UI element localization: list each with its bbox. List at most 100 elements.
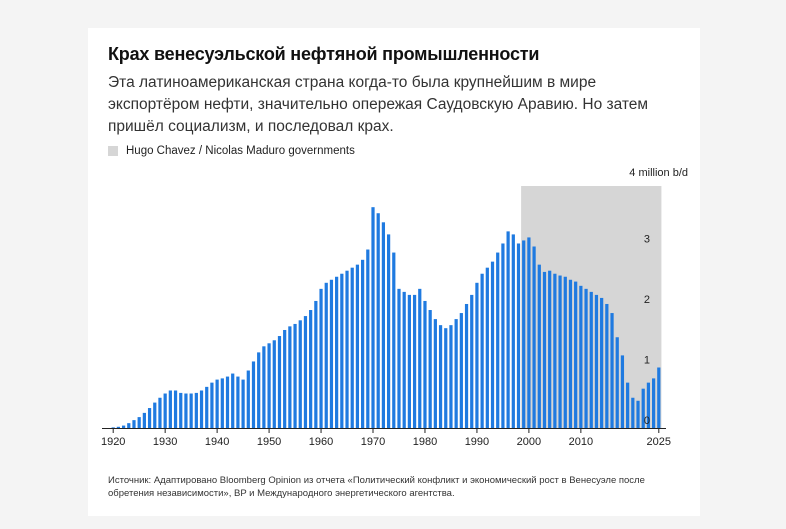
bar-1976 <box>402 291 406 429</box>
bar-1955 <box>293 323 297 428</box>
bar-1978 <box>412 294 417 428</box>
bar-1983 <box>438 325 443 428</box>
bar-1971 <box>376 213 380 428</box>
bar-1986 <box>454 319 458 428</box>
bar-1984 <box>444 328 448 428</box>
bar-1985 <box>449 325 453 428</box>
bar-1934 <box>184 393 188 428</box>
bar-2007 <box>563 276 567 428</box>
x-tick-label-2025: 2025 <box>647 436 671 448</box>
y-unit-label: 4 million b/d <box>629 167 688 179</box>
y-tick-label-3: 3 <box>644 234 650 246</box>
bar-1974 <box>392 252 396 428</box>
legend-swatch <box>108 146 118 156</box>
bar-1935 <box>189 393 193 428</box>
bar-1969 <box>366 249 370 428</box>
bar-2018 <box>620 355 625 428</box>
bar-1947 <box>251 361 256 428</box>
bar-1953 <box>283 329 287 428</box>
bar-2010 <box>579 285 583 428</box>
bar-1945 <box>241 379 245 428</box>
bar-1959 <box>314 300 318 428</box>
bar-1999 <box>522 240 526 428</box>
bar-2006 <box>558 275 562 428</box>
bar-1987 <box>459 313 463 428</box>
bar-2023 <box>646 382 651 429</box>
bar-1975 <box>397 288 401 428</box>
bar-2021 <box>636 400 640 428</box>
bar-1927 <box>147 408 152 428</box>
bar-1943 <box>231 373 235 428</box>
bar-1954 <box>288 326 292 428</box>
bar-1967 <box>355 264 360 428</box>
bar-1929 <box>158 397 162 428</box>
bar-2012 <box>589 291 593 429</box>
bar-1936 <box>194 392 198 428</box>
bar-1966 <box>350 267 354 428</box>
bar-2014 <box>600 297 604 428</box>
bar-1965 <box>345 270 349 428</box>
bar-1977 <box>407 294 411 428</box>
bar-2024 <box>652 378 656 428</box>
bar-1926 <box>142 412 146 429</box>
bar-2004 <box>548 270 552 428</box>
bar-1957 <box>303 316 308 428</box>
bar-1949 <box>262 346 266 428</box>
bar-1922 <box>121 425 126 428</box>
bar-1980 <box>423 300 427 428</box>
bar-1956 <box>298 320 302 428</box>
bar-1924 <box>132 420 136 428</box>
bar-1962 <box>329 279 334 428</box>
bar-2000 <box>527 237 531 428</box>
bar-1933 <box>179 392 183 428</box>
bar-2009 <box>574 281 578 428</box>
bar-1921 <box>116 426 120 428</box>
bar-1982 <box>433 319 437 428</box>
bar-2025 <box>657 367 661 428</box>
bar-1968 <box>361 259 365 428</box>
bar-1941 <box>220 378 224 428</box>
legend-label: Hugo Chavez / Nicolas Maduro governments <box>126 145 355 157</box>
bar-2022 <box>641 388 645 428</box>
bar-1950 <box>267 343 271 428</box>
chart-subtitle: Эта латиноамериканская страна когда-то б… <box>108 74 649 135</box>
bar-1970 <box>371 207 375 428</box>
bar-1989 <box>470 294 474 428</box>
bar-1960 <box>319 288 323 428</box>
bar-1948 <box>257 352 261 429</box>
x-tick-label-1960: 1960 <box>309 436 333 448</box>
bar-1925 <box>137 417 141 428</box>
bar-1931 <box>168 390 172 428</box>
bar-1964 <box>340 273 344 428</box>
bar-2001 <box>532 246 536 428</box>
bar-1937 <box>199 390 204 428</box>
y-tick-label-2: 2 <box>644 294 650 306</box>
bar-1991 <box>480 273 484 428</box>
x-tick-label-1970: 1970 <box>361 436 385 448</box>
bar-2008 <box>568 279 573 428</box>
bar-2003 <box>542 271 547 428</box>
bar-2016 <box>610 313 614 428</box>
x-tick-label-1980: 1980 <box>413 436 437 448</box>
bar-1979 <box>418 288 422 428</box>
bar-1993 <box>490 261 495 429</box>
bar-1981 <box>428 310 432 428</box>
bar-1973 <box>386 234 391 428</box>
x-tick-label-2000: 2000 <box>517 436 541 448</box>
y-tick-label-0: 0 <box>644 415 650 427</box>
bar-2011 <box>584 288 588 428</box>
bar-1952 <box>277 336 282 428</box>
bar-1932 <box>173 390 178 428</box>
x-tick-label-2010: 2010 <box>569 436 593 448</box>
bar-1942 <box>225 376 230 428</box>
bar-1961 <box>324 282 328 428</box>
x-tick-label-1990: 1990 <box>465 436 489 448</box>
x-tick-label-1930: 1930 <box>153 436 177 448</box>
bar-1946 <box>246 370 250 428</box>
bar-1938 <box>205 386 209 428</box>
y-tick-label-1: 1 <box>644 355 650 367</box>
bar-2019 <box>626 382 630 429</box>
bar-1951 <box>272 340 276 428</box>
bar-2002 <box>537 264 541 428</box>
